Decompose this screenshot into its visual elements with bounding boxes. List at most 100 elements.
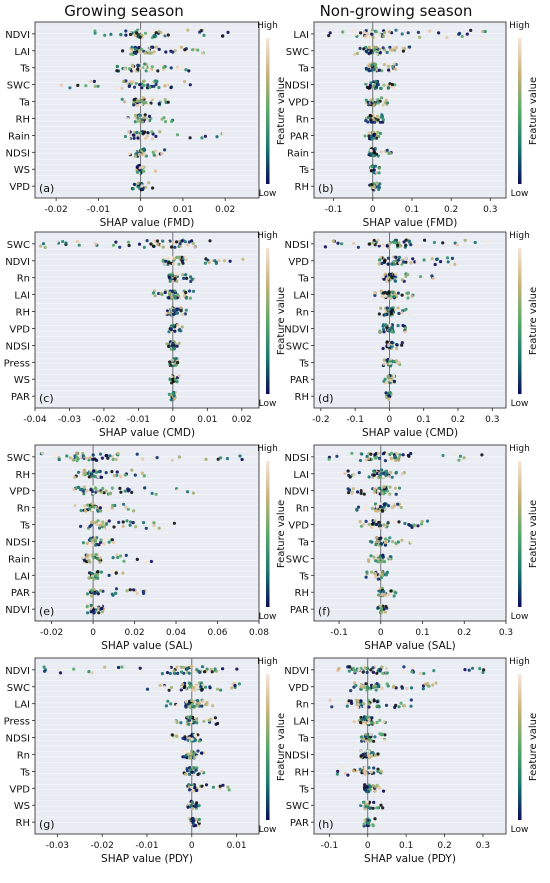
shap-point [177, 341, 181, 345]
shap-point [337, 667, 341, 671]
shap-point [221, 131, 225, 136]
shap-point [200, 704, 204, 708]
shap-point [182, 276, 186, 280]
shap-point [125, 519, 129, 523]
shap-point [131, 133, 136, 137]
shap-point [96, 489, 100, 493]
shap-point [331, 239, 335, 243]
shap-point [446, 260, 450, 264]
shap-point [43, 669, 47, 673]
shap-point [197, 739, 201, 743]
shap-point [119, 33, 123, 37]
shap-point [368, 83, 372, 87]
shap-point [170, 295, 174, 299]
shap-point [90, 520, 94, 524]
shap-point [364, 66, 368, 70]
shap-point [346, 469, 350, 473]
shap-point [137, 152, 141, 157]
shap-point [375, 522, 379, 527]
shap-point [110, 570, 114, 574]
shap-point [137, 133, 141, 138]
shap-point [136, 116, 140, 120]
shap-point [168, 377, 172, 381]
shap-point [202, 719, 206, 723]
shap-point [378, 589, 382, 593]
shap-point [190, 239, 194, 243]
feature-label-rn: Rn [296, 700, 309, 711]
shap-point [73, 475, 77, 479]
shap-point [127, 243, 131, 248]
shap-point [401, 453, 405, 457]
shap-point [404, 257, 408, 261]
shap-point [372, 48, 377, 52]
shap-point [379, 576, 383, 580]
shap-point [376, 553, 380, 557]
shap-point [465, 32, 469, 36]
shap-point [91, 538, 95, 542]
shap-point [405, 687, 409, 691]
shap-point [366, 752, 370, 756]
shap-point [176, 361, 180, 365]
shap-point [59, 83, 63, 87]
shap-point [362, 737, 366, 741]
shap-point [366, 698, 370, 702]
x-tick-label: 0.01 [197, 415, 217, 425]
shap-point [375, 181, 379, 185]
shap-point [388, 485, 392, 489]
shap-point [376, 489, 381, 493]
shap-point [356, 698, 360, 703]
shap-point [86, 611, 90, 615]
shap-point [197, 817, 201, 822]
shap-point [364, 519, 368, 524]
shap-point [175, 311, 180, 315]
shap-point [386, 343, 391, 348]
shap-point [373, 456, 378, 460]
shap-point [86, 503, 90, 507]
shap-point [190, 785, 194, 790]
shap-point [141, 169, 146, 173]
shap-point [167, 275, 171, 279]
shap-point [145, 239, 149, 243]
shap-point [97, 543, 101, 547]
shap-point [376, 769, 380, 774]
shap-point [194, 768, 198, 772]
shap-point [172, 394, 176, 398]
shap-point [137, 45, 141, 50]
shap-point [373, 789, 378, 793]
shap-point [187, 718, 191, 723]
shap-point [381, 505, 385, 509]
shap-point [89, 79, 93, 83]
feature-label-ndsi: NDSI [6, 341, 30, 352]
shap-point [362, 704, 366, 709]
panel-letter: (c) [39, 392, 54, 405]
shap-point [136, 181, 140, 185]
shap-point [184, 772, 188, 776]
shap-point [394, 272, 398, 276]
shap-point [382, 589, 386, 594]
shap-point [91, 608, 96, 612]
shap-point [374, 559, 378, 563]
shap-point [398, 261, 402, 265]
shap-point [360, 452, 364, 456]
shap-point [409, 698, 413, 702]
shap-point [370, 28, 374, 32]
shap-point [353, 52, 357, 57]
shap-point [367, 35, 371, 39]
shap-point [179, 309, 183, 313]
shap-point [382, 358, 386, 362]
shap-point [90, 671, 94, 675]
shap-point [369, 81, 373, 85]
shap-point [92, 611, 96, 615]
colorbar [518, 248, 522, 394]
feature-label-rh: RH [16, 818, 30, 829]
shap-point [370, 63, 374, 67]
shap-point [394, 28, 398, 32]
shap-point [177, 666, 181, 670]
shap-point [115, 470, 119, 474]
shap-point [451, 34, 455, 38]
shap-point [397, 255, 402, 259]
shap-point [394, 686, 398, 690]
shap-point [177, 455, 182, 459]
shap-point [135, 165, 139, 169]
